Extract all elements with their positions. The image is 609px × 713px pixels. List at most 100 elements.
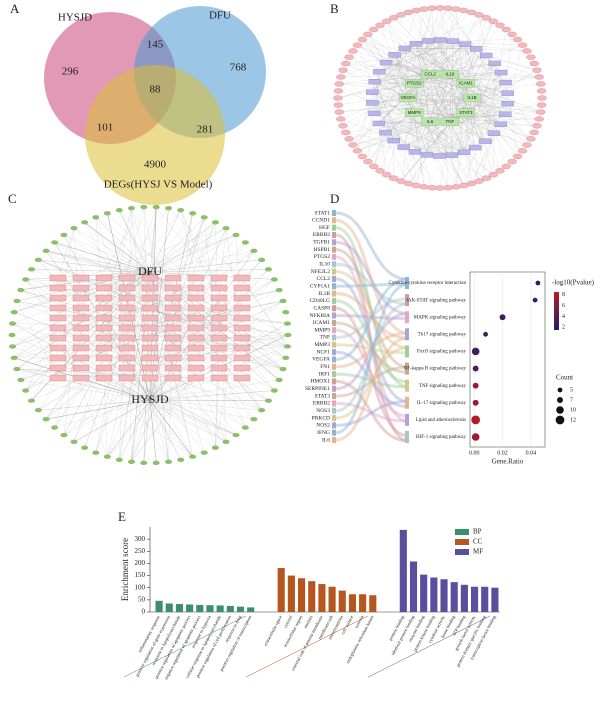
node — [537, 88, 547, 94]
edge — [126, 337, 193, 457]
edge — [119, 210, 197, 379]
node — [420, 70, 440, 79]
dot — [472, 365, 479, 372]
edge — [430, 41, 454, 122]
gene-label: HGF — [319, 225, 330, 231]
edge — [103, 337, 246, 428]
node — [481, 15, 491, 21]
group-line — [123, 615, 246, 678]
panel-label: D — [330, 191, 339, 206]
node — [187, 374, 205, 382]
edge — [501, 72, 540, 78]
legend-label: BP — [473, 528, 482, 536]
edge — [427, 40, 450, 122]
edge — [345, 63, 450, 122]
edge — [345, 121, 431, 133]
node — [443, 185, 453, 191]
node — [187, 304, 205, 312]
node — [534, 116, 544, 122]
edge — [54, 399, 151, 428]
sankey-link — [335, 328, 409, 418]
size-tick-label: 10 — [570, 407, 576, 413]
edge — [241, 300, 284, 339]
color-tick-label: 8 — [562, 292, 565, 298]
edge — [394, 54, 428, 155]
node — [404, 108, 424, 117]
edge — [131, 399, 151, 462]
node — [92, 450, 100, 455]
node — [187, 274, 205, 282]
edge — [149, 207, 157, 299]
legend-swatch — [455, 549, 469, 555]
edge — [54, 242, 174, 339]
edge — [126, 300, 284, 329]
edge — [378, 10, 417, 124]
edge — [149, 222, 216, 273]
sankey-link — [335, 379, 409, 443]
node — [141, 334, 159, 342]
node — [141, 314, 159, 322]
sankey-link — [335, 240, 409, 315]
node — [17, 287, 25, 293]
node — [264, 398, 272, 403]
sankey-link — [335, 233, 409, 443]
node — [187, 294, 205, 302]
edge — [103, 377, 108, 457]
edge — [149, 269, 269, 359]
node — [451, 184, 461, 190]
hub-label: DFU — [138, 264, 162, 278]
pathway-label: JAK-STAT signaling pathway — [406, 298, 467, 303]
bar — [236, 606, 245, 612]
gene-label: NFE2L2 — [311, 269, 331, 275]
gene-label: VEGFA — [312, 357, 330, 363]
edge — [345, 63, 466, 113]
node — [72, 334, 90, 342]
edge — [337, 74, 431, 99]
sankey-link — [335, 292, 409, 340]
edge — [408, 12, 466, 113]
gene-label: NCF1 — [317, 349, 331, 355]
sankey-link — [335, 262, 409, 306]
x-tick-label: cytosol — [283, 614, 294, 628]
node — [95, 314, 113, 322]
edge — [63, 234, 151, 273]
edge — [378, 118, 540, 124]
edge — [449, 41, 454, 122]
edge — [57, 307, 193, 457]
edge — [149, 323, 288, 401]
edge — [367, 112, 415, 162]
panel-label: A — [10, 1, 20, 16]
node — [501, 101, 514, 107]
node — [72, 294, 90, 302]
node — [372, 120, 386, 127]
gene-label: PTGS2 — [314, 254, 330, 260]
edge — [143, 207, 174, 369]
node — [189, 454, 197, 459]
node — [352, 42, 363, 48]
node — [275, 287, 283, 293]
node — [275, 377, 283, 383]
edge — [54, 357, 105, 428]
gene-label: ICAM1 — [313, 320, 330, 326]
edge — [345, 48, 477, 64]
node — [210, 374, 228, 382]
edge — [25, 271, 151, 391]
edge — [423, 9, 466, 113]
edge — [54, 242, 151, 273]
node — [283, 344, 291, 349]
gene-bar — [332, 371, 336, 378]
node — [140, 204, 148, 210]
gene-bar — [332, 297, 336, 304]
edge — [131, 307, 197, 462]
gene-bar — [332, 290, 336, 297]
node — [232, 232, 240, 238]
edge — [465, 63, 495, 113]
node — [164, 304, 182, 312]
y-tick-label: 50 — [138, 595, 146, 603]
edge — [149, 271, 275, 391]
node — [164, 274, 182, 282]
gene-bar — [332, 210, 336, 216]
edge — [393, 112, 466, 141]
edge — [471, 72, 502, 99]
node — [487, 130, 501, 136]
